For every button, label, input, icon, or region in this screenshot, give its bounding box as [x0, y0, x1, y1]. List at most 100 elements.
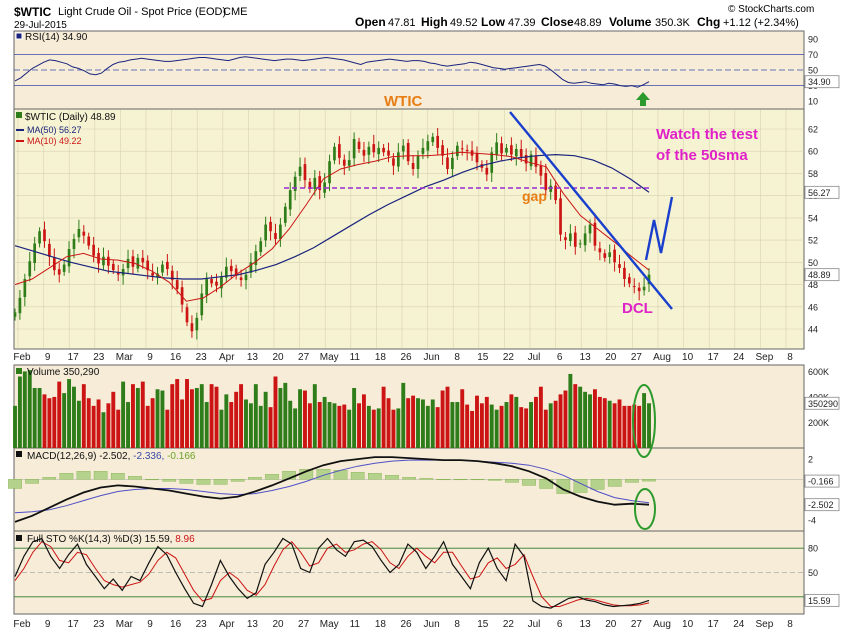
- x-tick-label: 26: [400, 352, 412, 363]
- svg-text:Full STO %K(14,3) %D(3) 15.59,: Full STO %K(14,3) %D(3) 15.59, 8.96: [27, 534, 195, 545]
- macd-hist-bar: [436, 479, 451, 481]
- price-candle: [446, 157, 449, 169]
- x-tick-label-bottom: Sep: [756, 619, 774, 630]
- volume-bar: [224, 394, 229, 448]
- volume-bar: [72, 386, 76, 448]
- price-tick-label: 52: [808, 236, 818, 246]
- volume-bar: [194, 387, 199, 448]
- volume-bar: [76, 400, 81, 448]
- price-candle: [28, 261, 32, 277]
- volume-bar: [563, 390, 568, 448]
- rsi-tick-label: 50: [808, 66, 818, 76]
- volume-bar: [489, 404, 494, 448]
- volume-bar: [219, 409, 224, 448]
- macd-hist-bar: [453, 479, 468, 481]
- volume-bar: [475, 395, 479, 448]
- annotation-wtic: WTIC: [384, 93, 422, 110]
- x-tick-label: 18: [375, 352, 387, 363]
- macd-tick-label: -4: [808, 515, 816, 525]
- volume-bar: [347, 409, 352, 448]
- ma10-legend: MA(10) 49.22: [27, 136, 82, 146]
- volume-bar: [268, 407, 273, 448]
- price-candle: [362, 149, 366, 156]
- price-candle: [451, 157, 454, 169]
- macd-hist-bar: [316, 469, 331, 480]
- x-tick-label-bottom: Apr: [219, 619, 235, 630]
- volume-bar: [91, 405, 96, 448]
- macd-series: [8, 456, 656, 523]
- volume-bar: [317, 402, 322, 448]
- volume-bar: [37, 387, 42, 448]
- macd-hist-bar: [179, 479, 194, 484]
- price-candle: [23, 279, 27, 297]
- x-tick-label: Apr: [219, 352, 235, 363]
- x-tick-label-bottom: Mar: [116, 619, 134, 630]
- x-tick-label-bottom: 17: [708, 619, 720, 630]
- volume-bar: [239, 384, 244, 448]
- volume-bar: [494, 409, 499, 448]
- price-candle: [431, 136, 435, 143]
- volume-bar: [361, 394, 366, 448]
- price-candle: [249, 262, 253, 273]
- x-tick-label-bottom: 10: [682, 619, 694, 630]
- price-candle: [234, 268, 238, 276]
- volume-bar: [185, 379, 189, 448]
- macd-hist-bar: [59, 473, 74, 480]
- volume-bar: [327, 402, 332, 448]
- volume-bar: [597, 396, 602, 448]
- volume-bar: [298, 389, 303, 448]
- volume-bar: [155, 389, 160, 448]
- price-candle: [161, 264, 164, 273]
- macd-hist-bar: [385, 475, 399, 480]
- volume-bar: [647, 403, 651, 448]
- x-tick-label: 16: [170, 352, 182, 363]
- price-candle: [505, 147, 508, 153]
- macd-hist-bar: [213, 479, 228, 485]
- chg-value: +1.12 (+2.34%): [723, 17, 799, 29]
- x-tick-label-bottom: 9: [147, 619, 153, 630]
- macd-hist-bar: [642, 479, 656, 482]
- sto-d-legend: 8.96: [175, 534, 195, 545]
- ma50-current-label-box: [804, 185, 840, 199]
- volume-bar: [204, 402, 209, 448]
- volume-bar: [145, 405, 150, 448]
- price-candle: [170, 270, 174, 281]
- x-tick-label: Feb: [13, 352, 31, 363]
- price-candle: [111, 263, 115, 271]
- volume-bar: [131, 384, 135, 448]
- volume-bar: [381, 386, 386, 448]
- volume-bar: [622, 405, 627, 448]
- price-candle: [618, 264, 621, 268]
- price-candle: [460, 148, 464, 150]
- sto-tick-label: 80: [808, 544, 818, 554]
- volume-bar: [637, 405, 642, 448]
- price-candle: [136, 257, 140, 269]
- price-candle: [554, 185, 557, 201]
- volume-bar: [401, 382, 406, 448]
- price-candle: [283, 206, 287, 223]
- annotation-watch-2: of the 50sma: [656, 147, 748, 164]
- price-candle: [598, 248, 602, 253]
- price-candle: [544, 173, 548, 191]
- volume-bar: [524, 408, 529, 448]
- volume-bar: [106, 403, 111, 448]
- x-tick-label: 8: [454, 352, 460, 363]
- price-candle: [38, 231, 41, 244]
- volume-bar: [376, 408, 381, 448]
- volume-bar: [514, 396, 519, 448]
- x-tick-label-bottom: 26: [400, 619, 412, 630]
- open-value: 47.81: [388, 17, 416, 29]
- macd-hist-bar: [625, 479, 639, 483]
- volume-bar: [52, 396, 57, 448]
- price-candle: [254, 251, 258, 265]
- macd-hist-bar: [350, 472, 365, 480]
- annotation-gap: gap: [522, 188, 547, 204]
- volume-bar: [499, 405, 504, 448]
- volume-bar: [548, 403, 553, 448]
- x-tick-label-bottom: Aug: [653, 619, 671, 630]
- volume-bar: [180, 399, 185, 448]
- volume-bar: [627, 405, 632, 448]
- price-candle: [382, 147, 385, 153]
- price-candle: [514, 149, 518, 157]
